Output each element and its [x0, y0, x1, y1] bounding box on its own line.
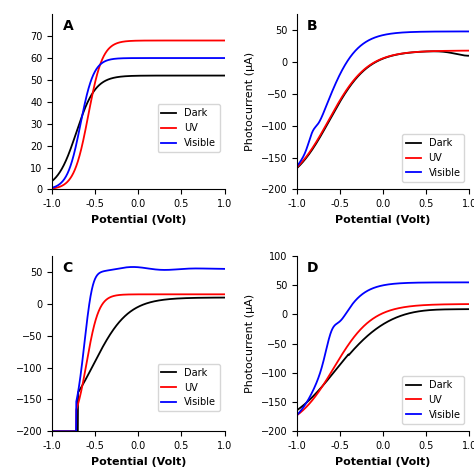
- Text: A: A: [63, 19, 73, 34]
- X-axis label: Potential (Volt): Potential (Volt): [91, 215, 186, 225]
- X-axis label: Potential (Volt): Potential (Volt): [336, 215, 431, 225]
- Legend: Dark, UV, Visible: Dark, UV, Visible: [157, 104, 219, 152]
- Text: B: B: [307, 19, 318, 34]
- Y-axis label: Photocurrent (μA): Photocurrent (μA): [245, 52, 255, 151]
- Legend: Dark, UV, Visible: Dark, UV, Visible: [157, 364, 219, 411]
- Legend: Dark, UV, Visible: Dark, UV, Visible: [402, 134, 465, 182]
- X-axis label: Potential (Volt): Potential (Volt): [336, 456, 431, 466]
- X-axis label: Potential (Volt): Potential (Volt): [91, 456, 186, 466]
- Legend: Dark, UV, Visible: Dark, UV, Visible: [402, 376, 465, 424]
- Text: D: D: [307, 261, 319, 275]
- Text: C: C: [63, 261, 73, 275]
- Y-axis label: Photocurrent (μA): Photocurrent (μA): [245, 294, 255, 393]
